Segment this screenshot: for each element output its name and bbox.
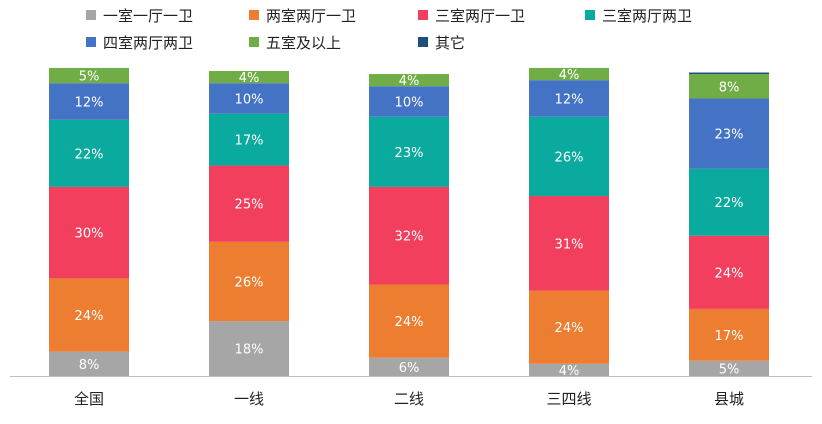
x-tick-label: 县城 bbox=[714, 390, 744, 408]
legend-swatch bbox=[585, 10, 595, 20]
legend-label: 三室两厅一卫 bbox=[435, 7, 525, 25]
bar-segment bbox=[209, 83, 289, 114]
legend-label: 三室两厅两卫 bbox=[602, 7, 692, 25]
data-label: 24% bbox=[555, 321, 584, 336]
data-label: 26% bbox=[555, 150, 584, 165]
data-label: 4% bbox=[559, 364, 580, 379]
legend-label: 两室两厅一卫 bbox=[266, 7, 356, 25]
bar-segment bbox=[689, 360, 769, 376]
bar-segment bbox=[209, 71, 289, 84]
data-label: 24% bbox=[715, 266, 744, 281]
legend-label: 四室两厅两卫 bbox=[103, 34, 193, 52]
data-label: 4% bbox=[399, 74, 420, 89]
bar-segment bbox=[49, 119, 129, 187]
bars bbox=[49, 67, 769, 376]
data-label: 10% bbox=[235, 92, 264, 107]
legend-swatch bbox=[86, 10, 96, 20]
data-label: 8% bbox=[719, 80, 740, 95]
legend-swatch bbox=[249, 37, 259, 47]
bar-segment bbox=[689, 308, 769, 361]
x-tick-label: 全国 bbox=[74, 390, 104, 408]
data-label: 22% bbox=[75, 147, 104, 162]
bar-segment bbox=[529, 290, 609, 364]
bar-segment bbox=[529, 363, 609, 376]
data-label: 22% bbox=[715, 196, 744, 211]
data-label: 30% bbox=[75, 227, 104, 242]
bar-segment bbox=[369, 116, 449, 187]
bar-segment bbox=[369, 186, 449, 285]
bar-segment bbox=[209, 321, 289, 376]
bar-segment bbox=[689, 74, 769, 99]
data-label: 5% bbox=[79, 70, 100, 85]
bar-segment bbox=[49, 278, 129, 352]
bar-segment bbox=[369, 86, 449, 117]
data-label: 24% bbox=[75, 309, 104, 324]
x-tick-label: 一线 bbox=[234, 390, 264, 408]
legend-swatch bbox=[249, 10, 259, 20]
data-label: 23% bbox=[395, 146, 424, 161]
legend-label: 一室一厅一卫 bbox=[103, 7, 193, 25]
bar-segment bbox=[689, 235, 769, 309]
data-label: 12% bbox=[555, 92, 584, 107]
bar-segment bbox=[689, 98, 769, 169]
x-tick-label: 二线 bbox=[394, 390, 424, 408]
bar-segment bbox=[209, 113, 289, 166]
bar-segment bbox=[49, 186, 129, 279]
data-label: 5% bbox=[719, 362, 740, 377]
bar-segment bbox=[369, 357, 449, 376]
bar-segment bbox=[49, 83, 129, 120]
bar-segment bbox=[369, 284, 449, 358]
legend-label: 其它 bbox=[435, 34, 465, 52]
bar-segment bbox=[689, 72, 769, 75]
bar-segment bbox=[49, 67, 129, 84]
data-label: 23% bbox=[715, 128, 744, 143]
data-label: 17% bbox=[715, 329, 744, 344]
legend-swatch bbox=[86, 37, 96, 47]
bar-segment bbox=[689, 168, 769, 236]
data-label: 24% bbox=[395, 315, 424, 330]
data-label: 4% bbox=[559, 68, 580, 83]
data-label: 12% bbox=[75, 96, 104, 111]
data-label: 26% bbox=[235, 275, 264, 290]
bar-segment bbox=[369, 74, 449, 87]
bar-segment bbox=[49, 351, 129, 376]
legend-swatch bbox=[418, 37, 428, 47]
legend-swatch bbox=[418, 10, 428, 20]
data-label: 18% bbox=[235, 343, 264, 358]
bar-segment bbox=[529, 196, 609, 291]
data-label: 31% bbox=[555, 237, 584, 252]
bar-segment bbox=[529, 80, 609, 117]
data-labels: 8% 24% 30% 22% 12% 5% 18% 26% 25% 17% 10% 4% 6% 24% 32… bbox=[75, 68, 744, 379]
data-label: 8% bbox=[79, 358, 100, 373]
data-label: 32% bbox=[395, 230, 424, 245]
bar-segment bbox=[529, 67, 609, 81]
data-label: 17% bbox=[235, 134, 264, 149]
data-label: 4% bbox=[239, 71, 260, 86]
bar-segment bbox=[209, 241, 289, 322]
data-label: 25% bbox=[235, 198, 264, 213]
x-tick-label: 三四线 bbox=[546, 390, 591, 408]
bar-segment bbox=[529, 116, 609, 197]
data-label: 6% bbox=[399, 361, 420, 376]
legend-label: 五室及以上 bbox=[266, 34, 341, 52]
data-label: 10% bbox=[395, 96, 424, 111]
x-tick-labels: 全国 一线 二线 三四线 县城 bbox=[74, 390, 744, 408]
bar-segment bbox=[209, 165, 289, 242]
